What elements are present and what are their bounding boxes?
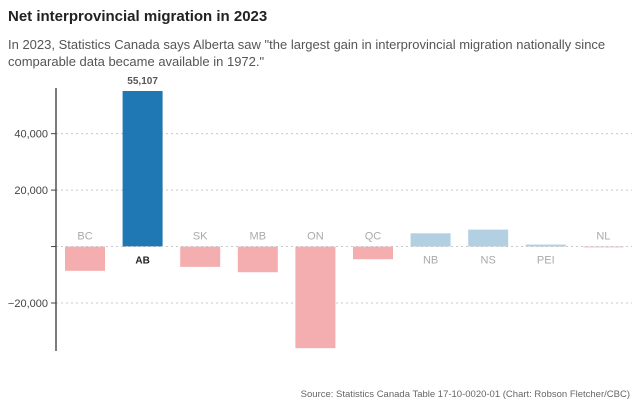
category-label-on: ON [307, 231, 324, 243]
bar-mb [237, 246, 278, 273]
category-label-mb: MB [250, 231, 267, 243]
y-tick-label: 40,000 [14, 129, 48, 141]
category-label-ns: NS [481, 255, 496, 267]
bar-qc [353, 246, 393, 260]
category-label-sk: SK [193, 231, 208, 243]
bar-bc [65, 246, 105, 271]
bar-chart: −20,000 20,000 40,000 BC AB 55,107 SK MB ON QC NB N… [8, 76, 632, 351]
bar-ab [122, 91, 163, 247]
bar-sk [180, 246, 221, 267]
bar-pei [525, 244, 566, 247]
bar-on [295, 246, 336, 349]
category-label-bc: BC [77, 231, 92, 243]
category-label-nl: NL [596, 231, 610, 243]
bar-ns [468, 229, 509, 247]
category-label-qc: QC [365, 231, 382, 243]
bar-nb [410, 233, 451, 247]
chart-title: Net interprovincial migration in 2023 [8, 8, 268, 25]
y-tick-label: −20,000 [8, 298, 48, 310]
bar-nl [583, 246, 624, 248]
category-label-pei: PEI [537, 255, 555, 267]
category-label-ab: AB [135, 256, 149, 267]
source-note: Source: Statistics Canada Table 17-10-00… [300, 389, 630, 400]
y-tick-label: 20,000 [14, 185, 48, 197]
chart-subtitle: In 2023, Statistics Canada says Alberta … [8, 37, 606, 69]
data-label-ab: 55,107 [127, 76, 158, 87]
category-label-nb: NB [423, 255, 438, 267]
